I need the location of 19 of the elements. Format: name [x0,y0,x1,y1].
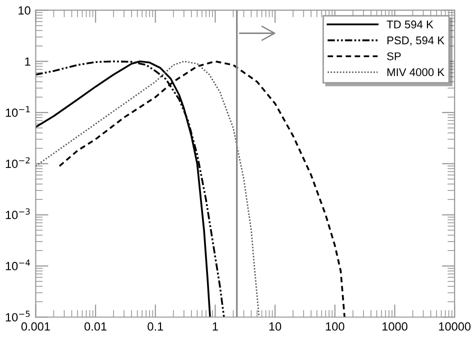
y-tick-label: 10$^{−3}$ [6,208,30,220]
x-tick-label: 100 [326,322,344,331]
x-tick-label: 1000 [382,322,408,331]
y-tick-label: 10$^{−2}$ [6,157,30,168]
legend-label: PSD, 594 K [387,36,444,46]
x-tick-label: 0.1 [148,322,164,331]
x-tick-label: 0.01 [84,322,106,331]
x-tick-label: 10 [269,322,282,331]
x-tick-label: 0.001 [21,322,50,331]
legend-label: SP [387,52,401,60]
legend-label: MIV 4000 K [387,68,444,76]
x-tick-label: 1 [212,322,218,331]
y-tick-label: 10 [18,6,30,15]
y-tick-label: 10$^{−1}$ [6,106,30,117]
x-tick-label: 10000 [439,322,471,331]
y-tick-label: 10$^{−4}$ [6,260,30,270]
y-tick-label: 1 [25,58,30,66]
legend-label: TD 594 K [386,20,434,28]
y-tick-label: 10$^{−5}$ [6,310,30,322]
